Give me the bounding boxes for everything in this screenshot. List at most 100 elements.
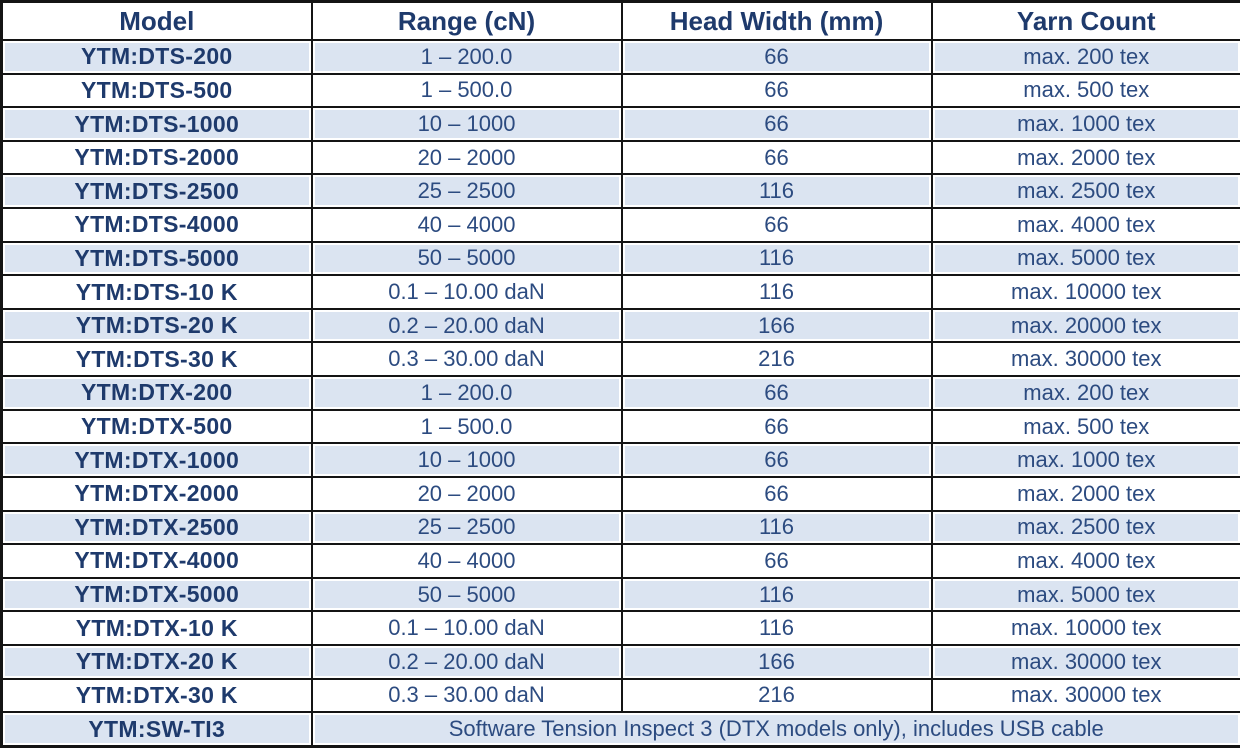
yarn-count-cell: max. 500 tex (930, 408, 1240, 445)
range-cell: 1 – 200.0 (310, 375, 623, 411)
model-cell: YTM:DTX-2000 (0, 475, 313, 512)
range-cell: 0.1 – 10.00 daN (310, 274, 623, 310)
head-width-cell: 216 (620, 341, 933, 378)
table-row: YTM:DTS-10 K 0.1 – 10.00 daN 116 max. 10000… (0, 274, 1240, 310)
model-cell: YTM:DTS-20 K (0, 307, 313, 344)
table-row: YTM:DTX-200 1 – 200.0 66 max. 200 tex (0, 375, 1240, 411)
range-cell: 40 – 4000 (310, 543, 623, 579)
range-cell: 0.3 – 30.00 daN (310, 341, 623, 378)
model-cell: YTM:DTS-2500 (0, 173, 313, 210)
yarn-count-cell: max. 30000 tex (930, 677, 1240, 714)
head-width-cell: 66 (620, 139, 933, 176)
table-row: YTM:DTX-20 K 0.2 – 20.00 daN 166 max. 30000… (0, 643, 1240, 680)
yarn-count-cell: max. 4000 tex (930, 207, 1240, 243)
yarn-count-cell: max. 20000 tex (930, 307, 1240, 344)
model-cell: YTM:DTX-1000 (0, 442, 313, 478)
head-width-cell: 66 (620, 408, 933, 445)
column-header-yarn-count: Yarn Count (930, 0, 1240, 41)
yarn-count-cell: max. 2500 tex (930, 509, 1240, 546)
software-description-cell: Software Tension Inspect 3 (DTX models o… (310, 711, 1240, 748)
model-cell: YTM:DTX-20 K (0, 643, 313, 680)
head-width-cell: 66 (620, 72, 933, 109)
model-cell: YTM:DTS-4000 (0, 207, 313, 243)
table-row: YTM:DTX-4000 40 – 4000 66 max. 4000 tex (0, 543, 1240, 579)
model-cell: YTM:DTS-500 (0, 72, 313, 109)
yarn-count-cell: max. 5000 tex (930, 240, 1240, 277)
model-cell: YTM:DTX-30 K (0, 677, 313, 714)
range-cell: 50 – 5000 (310, 576, 623, 613)
model-cell: YTM:DTX-500 (0, 408, 313, 445)
table-row: YTM:DTX-1000 10 – 1000 66 max. 1000 tex (0, 442, 1240, 478)
yarn-count-cell: max. 200 tex (930, 39, 1240, 75)
range-cell: 0.3 – 30.00 daN (310, 677, 623, 714)
yarn-count-cell: max. 4000 tex (930, 543, 1240, 579)
yarn-count-cell: max. 30000 tex (930, 341, 1240, 378)
table-row: YTM:DTS-4000 40 – 4000 66 max. 4000 tex (0, 207, 1240, 243)
model-cell: YTM:SW-TI3 (0, 711, 313, 748)
head-width-cell: 116 (620, 274, 933, 310)
table-row: YTM:DTS-500 1 – 500.0 66 max. 500 tex (0, 72, 1240, 109)
range-cell: 0.2 – 20.00 daN (310, 643, 623, 680)
head-width-cell: 166 (620, 307, 933, 344)
range-cell: 1 – 200.0 (310, 39, 623, 75)
range-cell: 0.2 – 20.00 daN (310, 307, 623, 344)
range-cell: 20 – 2000 (310, 139, 623, 176)
model-cell: YTM:DTX-10 K (0, 610, 313, 646)
table-row: YTM:DTS-2500 25 – 2500 116 max. 2500 tex (0, 173, 1240, 210)
yarn-count-cell: max. 2000 tex (930, 475, 1240, 512)
yarn-count-cell: max. 2500 tex (930, 173, 1240, 210)
head-width-cell: 66 (620, 475, 933, 512)
head-width-cell: 116 (620, 240, 933, 277)
yarn-count-cell: max. 200 tex (930, 375, 1240, 411)
model-cell: YTM:DTX-200 (0, 375, 313, 411)
range-cell: 40 – 4000 (310, 207, 623, 243)
column-header-head-width: Head Width (mm) (620, 0, 933, 41)
table-row: YTM:DTX-30 K 0.3 – 30.00 daN 216 max. 30000… (0, 677, 1240, 714)
range-cell: 1 – 500.0 (310, 408, 623, 445)
range-cell: 20 – 2000 (310, 475, 623, 512)
head-width-cell: 116 (620, 173, 933, 210)
column-header-model: Model (0, 0, 313, 41)
model-cell: YTM:DTS-200 (0, 39, 313, 75)
yarn-count-cell: max. 1000 tex (930, 442, 1240, 478)
table-row: YTM:DTX-2000 20 – 2000 66 max. 2000 tex (0, 475, 1240, 512)
yarn-count-cell: max. 30000 tex (930, 643, 1240, 680)
software-row: YTM:SW-TI3 Software Tension Inspect 3 (DT… (0, 711, 1240, 748)
range-cell: 10 – 1000 (310, 106, 623, 142)
model-cell: YTM:DTS-10 K (0, 274, 313, 310)
range-cell: 25 – 2500 (310, 509, 623, 546)
range-cell: 25 – 2500 (310, 173, 623, 210)
head-width-cell: 66 (620, 442, 933, 478)
head-width-cell: 216 (620, 677, 933, 714)
column-header-range: Range (cN) (310, 0, 623, 41)
table-row: YTM:DTS-200 1 – 200.0 66 max. 200 tex (0, 39, 1240, 75)
model-cell: YTM:DTS-5000 (0, 240, 313, 277)
table-row: YTM:DTS-20 K 0.2 – 20.00 daN 166 max. 20000… (0, 307, 1240, 344)
range-cell: 50 – 5000 (310, 240, 623, 277)
range-cell: 1 – 500.0 (310, 72, 623, 109)
head-width-cell: 66 (620, 543, 933, 579)
table-body: YTM:DTS-200 1 – 200.0 66 max. 200 tex YTM:DT… (0, 39, 1240, 748)
model-cell: YTM:DTS-1000 (0, 106, 313, 142)
yarn-count-cell: max. 1000 tex (930, 106, 1240, 142)
head-width-cell: 66 (620, 207, 933, 243)
table-row: YTM:DTX-5000 50 – 5000 116 max. 5000 tex (0, 576, 1240, 613)
header-row: Model Range (cN) Head Width (mm) Yarn Co… (0, 0, 1240, 41)
head-width-cell: 116 (620, 610, 933, 646)
yarn-count-cell: max. 10000 tex (930, 610, 1240, 646)
yarn-count-cell: max. 10000 tex (930, 274, 1240, 310)
table-row: YTM:DTS-1000 10 – 1000 66 max. 1000 tex (0, 106, 1240, 142)
yarn-count-cell: max. 2000 tex (930, 139, 1240, 176)
head-width-cell: 66 (620, 39, 933, 75)
table-row: YTM:DTS-5000 50 – 5000 116 max. 5000 tex (0, 240, 1240, 277)
head-width-cell: 66 (620, 106, 933, 142)
head-width-cell: 116 (620, 509, 933, 546)
table-row: YTM:DTX-500 1 – 500.0 66 max. 500 tex (0, 408, 1240, 445)
yarn-count-cell: max. 500 tex (930, 72, 1240, 109)
table-row: YTM:DTS-2000 20 – 2000 66 max. 2000 tex (0, 139, 1240, 176)
head-width-cell: 66 (620, 375, 933, 411)
head-width-cell: 116 (620, 576, 933, 613)
range-cell: 0.1 – 10.00 daN (310, 610, 623, 646)
model-cell: YTM:DTS-2000 (0, 139, 313, 176)
